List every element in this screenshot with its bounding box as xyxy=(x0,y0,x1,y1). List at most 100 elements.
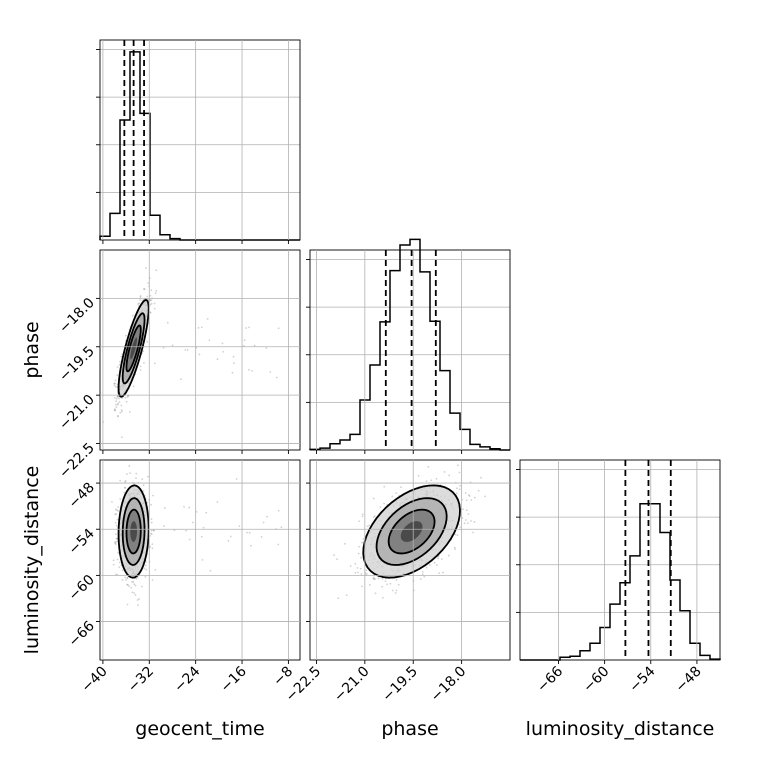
scatter-point xyxy=(361,515,364,518)
scatter-point xyxy=(146,295,149,298)
pair-phase-luminosity-distance-yticks xyxy=(306,482,510,622)
scatter-point xyxy=(173,529,176,532)
scatter-point xyxy=(129,472,131,474)
scatter-point xyxy=(395,589,398,592)
scatter-point xyxy=(125,400,128,403)
pair-phase-luminosity-distance-contour xyxy=(362,484,461,579)
scatter-point xyxy=(145,568,148,571)
hist-phase xyxy=(306,238,511,451)
scatter-point xyxy=(116,366,119,369)
scatter-point xyxy=(374,592,377,595)
scatter-point xyxy=(455,487,458,490)
scatter-point xyxy=(115,406,118,408)
scatter-point xyxy=(394,592,397,594)
hist-geocent-time-steps xyxy=(99,51,300,241)
scatter-point xyxy=(130,586,133,589)
scatter-point xyxy=(115,537,118,540)
pair-phase-luminosity-distance-contour xyxy=(387,508,436,555)
scatter-point xyxy=(464,492,467,494)
scatter-point xyxy=(443,471,446,473)
scatter-point xyxy=(253,344,256,347)
hist-phase-frame xyxy=(309,249,511,451)
scatter-point xyxy=(115,543,117,546)
scatter-point xyxy=(131,314,134,317)
scatter-point xyxy=(484,495,486,498)
scatter-point xyxy=(128,585,130,588)
scatter-point xyxy=(457,464,459,467)
scatter-point xyxy=(455,492,458,495)
scatter-point xyxy=(138,302,141,305)
scatter-point xyxy=(155,269,158,272)
scatter-point xyxy=(467,513,470,515)
scatter-point xyxy=(480,476,482,479)
scatter-point xyxy=(150,299,152,302)
scatter-point xyxy=(149,303,152,306)
scatter-point xyxy=(117,403,119,406)
scatter-point xyxy=(151,547,154,550)
scatter-point xyxy=(121,578,124,581)
scatter-point xyxy=(154,292,157,295)
scatter-point xyxy=(381,577,384,580)
xlabel-luminosity-distance: luminosity_distance xyxy=(526,718,715,740)
tick-label: −21.0 xyxy=(56,392,98,434)
scatter-point xyxy=(120,355,123,358)
scatter-point xyxy=(116,396,119,398)
scatter-point xyxy=(146,475,149,478)
scatter-point xyxy=(372,497,375,500)
scatter-point xyxy=(137,604,139,606)
scatter-point xyxy=(114,541,116,544)
scatter-point xyxy=(383,485,386,488)
tick-label: −48 xyxy=(673,664,705,696)
scatter-point xyxy=(246,531,248,534)
tick-label: −66 xyxy=(66,618,98,650)
scatter-point xyxy=(114,542,116,545)
scatter-point xyxy=(435,477,438,480)
scatter-point xyxy=(118,566,121,569)
scatter-point xyxy=(116,395,119,398)
scatter-point xyxy=(138,598,140,600)
scatter-point xyxy=(277,509,280,512)
tick-label: −66 xyxy=(534,663,566,695)
scatter-point xyxy=(395,579,398,581)
scatter-point xyxy=(125,578,127,581)
scatter-point xyxy=(126,396,129,398)
scatter-point xyxy=(117,402,119,405)
scatter-point xyxy=(436,564,438,567)
scatter-point xyxy=(150,532,152,535)
scatter-point xyxy=(419,578,422,580)
scatter-point xyxy=(183,505,185,508)
scatter-point xyxy=(470,520,472,522)
scatter-point xyxy=(216,501,219,503)
scatter-point xyxy=(462,508,464,511)
scatter-point xyxy=(202,526,205,529)
pair-geocent-time-phase-frame xyxy=(99,249,301,451)
hist-phase-xticks xyxy=(316,250,463,454)
scatter-point xyxy=(117,506,119,508)
scatter-point xyxy=(373,578,376,580)
scatter-point xyxy=(454,533,457,536)
scatter-point xyxy=(153,529,155,532)
scatter-point xyxy=(116,374,119,376)
tick-label: −40 xyxy=(79,664,111,696)
hist-luminosity-distance-steps xyxy=(520,502,721,661)
scatter-point xyxy=(458,471,461,474)
hist-luminosity-distance-frame xyxy=(519,459,721,661)
scatter-point xyxy=(114,508,117,511)
scatter-point xyxy=(208,339,211,342)
scatter-point xyxy=(359,567,362,570)
scatter-point xyxy=(134,594,137,596)
tick-label: −54 xyxy=(626,663,658,695)
scatter-point xyxy=(139,365,142,368)
pair-geocent-time-luminosity-distance-density-fill xyxy=(130,521,138,542)
scatter-point xyxy=(146,340,149,343)
pair-geocent-time-phase-contour xyxy=(117,299,150,398)
scatter-point xyxy=(153,302,156,305)
scatter-point xyxy=(150,302,153,305)
scatter-point xyxy=(372,516,375,519)
scatter-point xyxy=(365,569,368,572)
scatter-point xyxy=(466,522,469,525)
scatter-point xyxy=(149,299,152,302)
scatter-point xyxy=(231,371,234,374)
scatter-point xyxy=(200,326,203,329)
scatter-point xyxy=(362,537,365,540)
